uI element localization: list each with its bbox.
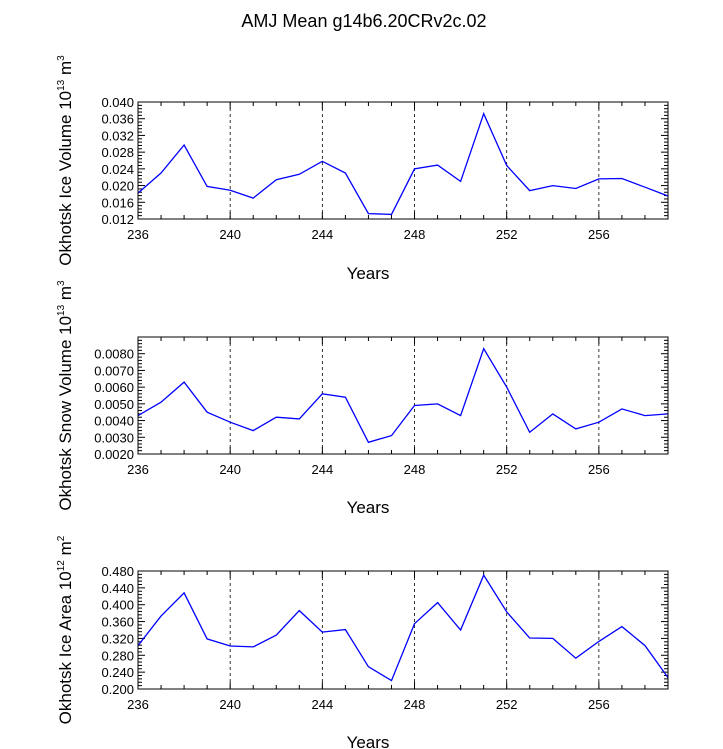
y-tick-label: 0.028 <box>101 145 134 160</box>
y-tick-label: 0.012 <box>101 212 134 227</box>
x-tick-label: 256 <box>588 227 610 242</box>
x-tick-label: 256 <box>588 462 610 477</box>
x-axis-label: Years <box>347 498 390 517</box>
y-tick-label: 0.0070 <box>94 363 134 378</box>
x-axis-label: Years <box>347 733 390 749</box>
y-axis-label: Okhotsk Snow Volume 1013 m3 <box>56 280 75 511</box>
y-tick-label: 0.400 <box>101 598 134 613</box>
x-tick-label: 252 <box>496 462 518 477</box>
x-tick-label: 244 <box>311 227 333 242</box>
y-tick-label: 0.016 <box>101 195 134 210</box>
x-tick-label: 248 <box>404 227 426 242</box>
x-tick-label: 236 <box>127 462 149 477</box>
series-line <box>138 111 668 216</box>
y-tick-label: 0.280 <box>101 648 134 663</box>
x-tick-label: 252 <box>496 227 518 242</box>
y-tick-label: 0.0080 <box>94 347 134 362</box>
y-tick-label: 0.024 <box>101 162 134 177</box>
y-tick-label: 0.040 <box>101 95 134 110</box>
series-line <box>138 347 668 444</box>
x-tick-label: 252 <box>496 697 518 712</box>
y-tick-label: 0.200 <box>101 682 134 697</box>
y-axis-label: Okhotsk Ice Area 1012 m2 <box>56 535 75 724</box>
series-line <box>138 573 668 682</box>
y-axis-label: Okhotsk Ice Volume 1013 m3 <box>56 55 75 266</box>
y-tick-label: 0.0020 <box>94 447 134 462</box>
y-tick-label: 0.0050 <box>94 397 134 412</box>
chart-title: AMJ Mean g14b6.20CRv2c.02 <box>241 11 486 31</box>
x-tick-label: 244 <box>311 697 333 712</box>
x-tick-label: 240 <box>219 227 241 242</box>
y-tick-label: 0.360 <box>101 615 134 630</box>
plot-frame <box>137 336 669 455</box>
y-tick-label: 0.020 <box>101 179 134 194</box>
y-tick-label: 0.036 <box>101 112 134 127</box>
x-tick-label: 244 <box>311 462 333 477</box>
y-tick-label: 0.320 <box>101 631 134 646</box>
y-tick-label: 0.0030 <box>94 430 134 445</box>
plot-frame <box>137 570 669 690</box>
x-tick-label: 248 <box>404 697 426 712</box>
x-tick-label: 256 <box>588 697 610 712</box>
x-axis-label: Years <box>347 264 390 283</box>
x-tick-label: 240 <box>219 697 241 712</box>
y-tick-label: 0.0040 <box>94 414 134 429</box>
x-tick-label: 248 <box>404 462 426 477</box>
plot-frame <box>137 101 669 220</box>
y-tick-label: 0.240 <box>101 665 134 680</box>
y-tick-label: 0.0060 <box>94 380 134 395</box>
x-tick-label: 236 <box>127 227 149 242</box>
x-tick-label: 236 <box>127 697 149 712</box>
x-tick-label: 240 <box>219 462 241 477</box>
y-tick-label: 0.440 <box>101 581 134 596</box>
y-tick-label: 0.032 <box>101 128 134 143</box>
chart-panel-3: 236 240 244 248 252 2560.2000.2400.2800.3200.… <box>56 535 669 749</box>
y-tick-label: 0.480 <box>101 564 134 579</box>
